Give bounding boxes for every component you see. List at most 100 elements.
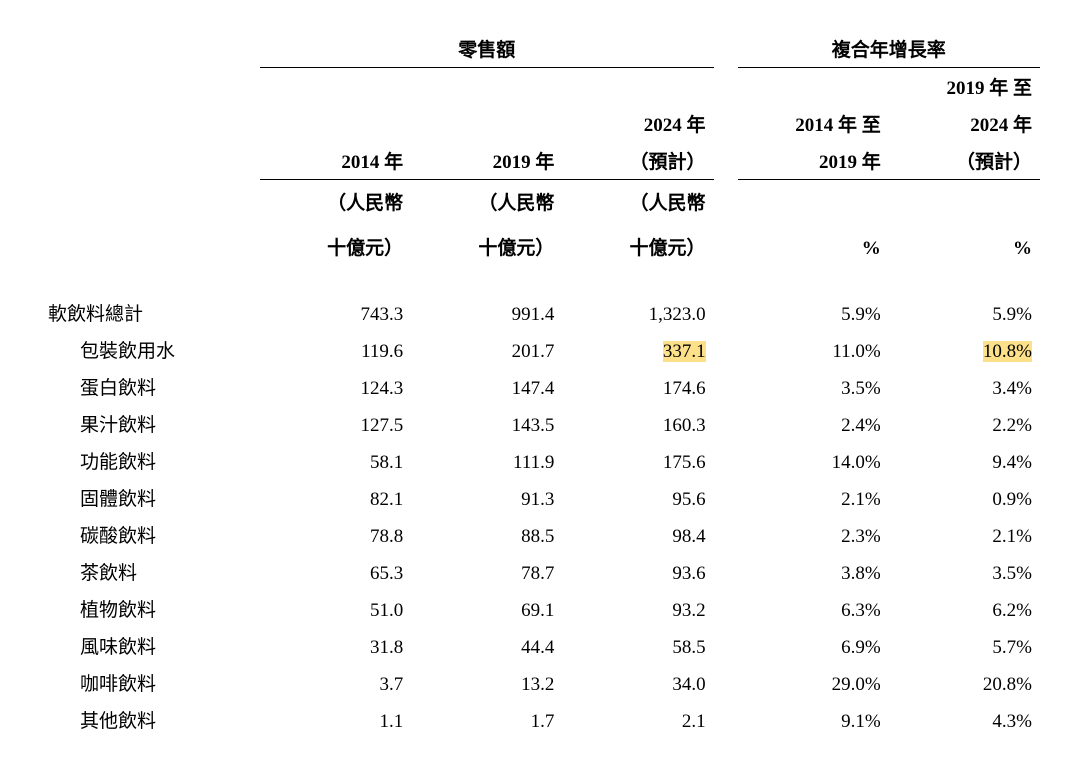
row-label: 果汁飲料 bbox=[40, 405, 260, 442]
cell-cagr2: 5.7% bbox=[889, 627, 1040, 664]
cell-2024: 34.0 bbox=[562, 664, 713, 701]
cell-2014: 51.0 bbox=[260, 590, 411, 627]
table-row: 茶飲料65.378.793.6 3.8%3.5% bbox=[40, 553, 1040, 590]
header-cagr2-l1: 2019 年 至 bbox=[889, 68, 1040, 106]
cell-2014: 124.3 bbox=[260, 368, 411, 405]
cell-2024: 1,323.0 bbox=[562, 294, 713, 331]
table-row: 蛋白飲料124.3147.4174.6 3.5%3.4% bbox=[40, 368, 1040, 405]
cell-cagr2: 10.8% bbox=[889, 331, 1040, 368]
cell-2019: 201.7 bbox=[411, 331, 562, 368]
cell-cagr2: 2.1% bbox=[889, 516, 1040, 553]
cell-2019: 91.3 bbox=[411, 479, 562, 516]
cell-cagr2: 4.3% bbox=[889, 701, 1040, 738]
row-label: 其他飲料 bbox=[40, 701, 260, 738]
cell-2019: 111.9 bbox=[411, 442, 562, 479]
cell-cagr1: 14.0% bbox=[738, 442, 889, 479]
table-row: 其他飲料1.11.72.1 9.1%4.3% bbox=[40, 701, 1040, 738]
cell-cagr2: 0.9% bbox=[889, 479, 1040, 516]
cell-2014: 58.1 bbox=[260, 442, 411, 479]
cell-2019: 88.5 bbox=[411, 516, 562, 553]
unit-2024-l1: （人民幣 bbox=[562, 180, 713, 226]
cell-cagr1: 29.0% bbox=[738, 664, 889, 701]
cell-cagr1: 2.3% bbox=[738, 516, 889, 553]
header-cagr1-l2: 2019 年 bbox=[738, 142, 889, 180]
cell-2014: 82.1 bbox=[260, 479, 411, 516]
header-group-cagr: 複合年增長率 bbox=[738, 30, 1040, 68]
unit-2019-l2: 十億元） bbox=[411, 225, 562, 270]
cell-2014: 3.7 bbox=[260, 664, 411, 701]
table-row: 功能飲料58.1111.9175.6 14.0%9.4% bbox=[40, 442, 1040, 479]
cell-2024: 337.1 bbox=[562, 331, 713, 368]
cell-2014: 119.6 bbox=[260, 331, 411, 368]
cell-2019: 78.7 bbox=[411, 553, 562, 590]
cell-cagr1: 9.1% bbox=[738, 701, 889, 738]
cell-2019: 147.4 bbox=[411, 368, 562, 405]
table-row: 咖啡飲料3.713.234.029.0%20.8% bbox=[40, 664, 1040, 701]
header-cagr2-l3: （預計） bbox=[889, 142, 1040, 180]
table-row: 風味飲料31.844.458.5 6.9%5.7% bbox=[40, 627, 1040, 664]
cell-2024: 98.4 bbox=[562, 516, 713, 553]
row-label: 風味飲料 bbox=[40, 627, 260, 664]
cell-2014: 743.3 bbox=[260, 294, 411, 331]
cell-cagr2: 9.4% bbox=[889, 442, 1040, 479]
header-group-retail: 零售額 bbox=[260, 30, 714, 68]
row-label: 包裝飲用水 bbox=[40, 331, 260, 368]
cell-2024: 58.5 bbox=[562, 627, 713, 664]
cell-2019: 13.2 bbox=[411, 664, 562, 701]
unit-2014-l2: 十億元） bbox=[260, 225, 411, 270]
cell-2014: 1.1 bbox=[260, 701, 411, 738]
table-row: 果汁飲料127.5143.5160.3 2.4%2.2% bbox=[40, 405, 1040, 442]
cell-cagr2: 5.9% bbox=[889, 294, 1040, 331]
unit-cagr2: % bbox=[889, 225, 1040, 270]
row-label: 固體飲料 bbox=[40, 479, 260, 516]
unit-2014-l1: （人民幣 bbox=[260, 180, 411, 226]
cell-2019: 1.7 bbox=[411, 701, 562, 738]
row-label: 蛋白飲料 bbox=[40, 368, 260, 405]
beverage-table: 零售額 複合年增長率 2019 年 至 2024 年 2014 年 至 2024… bbox=[40, 30, 1040, 738]
row-label: 功能飲料 bbox=[40, 442, 260, 479]
cell-2019: 44.4 bbox=[411, 627, 562, 664]
header-cagr1-l1: 2014 年 至 bbox=[738, 105, 889, 142]
cell-2024: 93.2 bbox=[562, 590, 713, 627]
row-label: 碳酸飲料 bbox=[40, 516, 260, 553]
table-header: 零售額 複合年增長率 2019 年 至 2024 年 2014 年 至 2024… bbox=[40, 30, 1040, 294]
cell-cagr1: 2.4% bbox=[738, 405, 889, 442]
cell-2024: 160.3 bbox=[562, 405, 713, 442]
header-2024-l2: （預計） bbox=[562, 142, 713, 180]
cell-2014: 78.8 bbox=[260, 516, 411, 553]
header-cagr2-l2: 2024 年 bbox=[889, 105, 1040, 142]
unit-2024-l2: 十億元） bbox=[562, 225, 713, 270]
cell-cagr1: 3.8% bbox=[738, 553, 889, 590]
row-label: 軟飲料總計 bbox=[40, 294, 260, 331]
cell-2024: 175.6 bbox=[562, 442, 713, 479]
cell-2014: 31.8 bbox=[260, 627, 411, 664]
cell-cagr1: 3.5% bbox=[738, 368, 889, 405]
header-2024-l1: 2024 年 bbox=[562, 105, 713, 142]
header-2014: 2014 年 bbox=[260, 142, 411, 180]
cell-2014: 127.5 bbox=[260, 405, 411, 442]
cell-cagr2: 3.5% bbox=[889, 553, 1040, 590]
row-label: 植物飲料 bbox=[40, 590, 260, 627]
row-label: 茶飲料 bbox=[40, 553, 260, 590]
table-row: 固體飲料82.191.395.6 2.1%0.9% bbox=[40, 479, 1040, 516]
cell-cagr2: 2.2% bbox=[889, 405, 1040, 442]
cell-cagr2: 3.4% bbox=[889, 368, 1040, 405]
row-label: 咖啡飲料 bbox=[40, 664, 260, 701]
unit-cagr1: % bbox=[738, 225, 889, 270]
cell-2024: 95.6 bbox=[562, 479, 713, 516]
cell-2014: 65.3 bbox=[260, 553, 411, 590]
cell-2019: 143.5 bbox=[411, 405, 562, 442]
cell-2019: 991.4 bbox=[411, 294, 562, 331]
cell-cagr2: 6.2% bbox=[889, 590, 1040, 627]
table-row: 包裝飲用水119.6201.7337.1 11.0%10.8% bbox=[40, 331, 1040, 368]
unit-2019-l1: （人民幣 bbox=[411, 180, 562, 226]
cell-cagr1: 5.9% bbox=[738, 294, 889, 331]
cell-2024: 2.1 bbox=[562, 701, 713, 738]
cell-cagr1: 6.9% bbox=[738, 627, 889, 664]
cell-2024: 93.6 bbox=[562, 553, 713, 590]
table-row: 軟飲料總計743.3991.41,323.0 5.9%5.9% bbox=[40, 294, 1040, 331]
table-body: 軟飲料總計743.3991.41,323.05.9%5.9%包裝飲用水119.6… bbox=[40, 294, 1040, 738]
cell-cagr1: 2.1% bbox=[738, 479, 889, 516]
cell-cagr1: 11.0% bbox=[738, 331, 889, 368]
cell-2024: 174.6 bbox=[562, 368, 713, 405]
